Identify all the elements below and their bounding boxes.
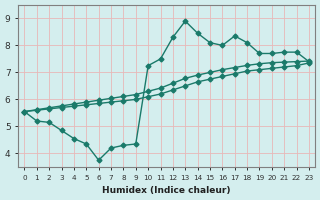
X-axis label: Humidex (Indice chaleur): Humidex (Indice chaleur) bbox=[102, 186, 231, 195]
